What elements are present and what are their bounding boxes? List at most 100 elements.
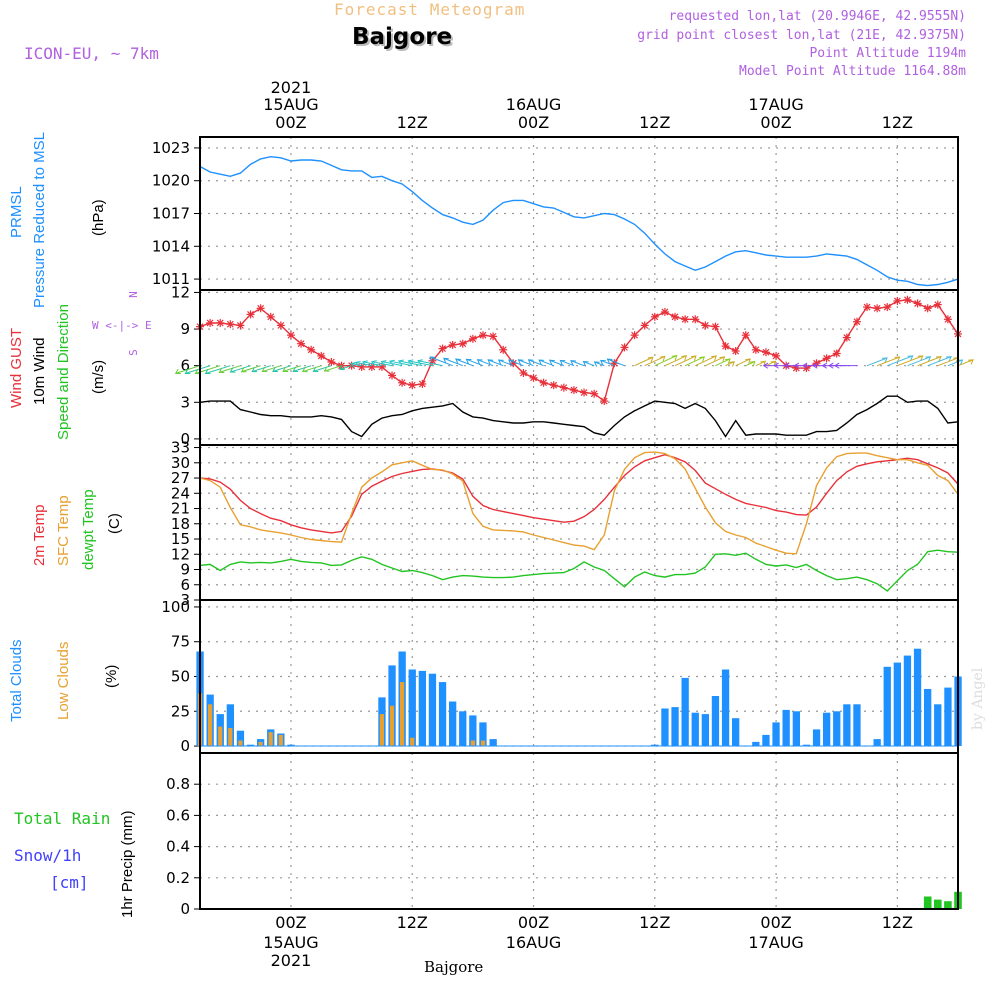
wind-arrow [549, 359, 565, 367]
wind-arrow-head [312, 366, 319, 372]
wind-arrow-head [559, 359, 566, 366]
gust-marker [529, 373, 538, 382]
cloud-bar [268, 732, 273, 746]
wind-arrow-head [194, 368, 201, 375]
gust-marker [711, 322, 720, 331]
gust-marker [933, 300, 942, 309]
gust-marker [600, 397, 609, 406]
y-tick-label: 0.8 [166, 775, 190, 793]
wind-arrow [252, 365, 271, 373]
y-tick-label: 24 [171, 484, 190, 502]
wind-arrow [600, 359, 615, 367]
bottom-hour-label: 12Z [397, 913, 428, 932]
wind-arrow-head [812, 362, 818, 369]
gust-marker [883, 303, 892, 312]
wind-arrow-head [388, 359, 395, 366]
y-tick-label: 6 [180, 576, 190, 594]
gust-marker [569, 386, 578, 395]
top-date-label: 15AUG [263, 95, 318, 114]
cloud-bar [379, 714, 384, 747]
wind-arrow-head [783, 362, 790, 369]
wind-arrow-head [729, 361, 735, 367]
gust-marker [832, 349, 841, 358]
wind-arrow-head [582, 361, 589, 367]
wind-arrow-head [917, 355, 924, 361]
gust-marker [772, 351, 781, 360]
series-line [199, 299, 959, 403]
wind-arrow-head [762, 362, 769, 369]
wind-arrow [339, 365, 352, 370]
wind-arrow-head [229, 367, 236, 373]
wind-arrow-head [647, 356, 654, 363]
gust-marker [761, 348, 770, 357]
wind-arrow-head [946, 356, 952, 362]
wind-arrow [293, 365, 312, 372]
wind-arrow-head [407, 359, 414, 366]
gust-marker [408, 381, 417, 390]
wind-arrow [487, 359, 504, 367]
wind-arrow-head [828, 362, 834, 369]
cloud-bar [721, 669, 730, 746]
gust-marker [317, 351, 326, 360]
wind-arrow-head [240, 367, 247, 373]
wind-arrow-head [659, 355, 666, 362]
series-line [199, 549, 959, 592]
wind-arrow-head [833, 362, 840, 369]
cloud-bar [400, 682, 405, 747]
gust-marker [630, 331, 639, 340]
wind-arrow [466, 358, 484, 367]
wind-arrow-head [907, 355, 914, 361]
wind-arrow-head [760, 360, 767, 367]
wind-arrow [230, 365, 251, 373]
compass-we: W <-|-> E [92, 319, 152, 332]
gust-marker [822, 354, 831, 363]
wind-arrow-head [801, 362, 808, 369]
gust-marker [297, 339, 306, 348]
gust-marker [681, 315, 690, 324]
y-tick-label: 18 [171, 515, 190, 533]
wind-arrow-head [599, 359, 606, 366]
wind-arrow-head [593, 361, 600, 367]
bottom-hour-label: 12Z [639, 913, 670, 932]
wind-arrow-head [354, 360, 361, 367]
y-tick-label: 0 [180, 900, 190, 918]
cloud-bar [208, 704, 213, 746]
cloud-bar [701, 714, 709, 747]
series-line [199, 453, 959, 534]
snow-label: Snow/1h [14, 846, 82, 865]
cloud-bar [389, 705, 395, 746]
wind-arrow-head [184, 368, 191, 375]
cloud-bar [812, 729, 821, 747]
gust-marker [731, 347, 740, 356]
wind-arrow [371, 361, 393, 367]
cloud-bar [218, 726, 223, 747]
gust-marker [620, 343, 629, 352]
y-tick-label: 3 [180, 393, 190, 411]
wind-arrow [866, 357, 888, 367]
wind-arrow [313, 365, 332, 372]
wind-arrow-head [570, 360, 576, 366]
wind-arrow-head [350, 362, 357, 368]
cloud-bar [883, 666, 891, 747]
top-hour-label: 00Z [518, 113, 549, 132]
y-tick-label: 30 [171, 454, 190, 472]
panel-frame [199, 752, 959, 910]
wind-arrow [917, 356, 942, 367]
cloud-bar [228, 728, 233, 747]
cloud-bar [873, 739, 881, 747]
wind-arrow [455, 358, 474, 367]
top-hour-label: 00Z [275, 113, 306, 132]
wind-arrow [735, 358, 751, 367]
wind-arrow [583, 361, 595, 367]
cloud-bar [934, 704, 942, 746]
wind-arrow-head [487, 359, 494, 365]
cloud-bar [258, 741, 263, 747]
gust-marker [650, 312, 659, 321]
cloud-bar [408, 669, 416, 746]
y-tick-label: 12 [171, 283, 190, 301]
cloud-bar [833, 711, 841, 747]
cloud-bar [782, 709, 790, 747]
panel-frame [199, 444, 959, 601]
gridpoint-coords: grid point closest lon,lat (21E, 42.9375… [637, 28, 966, 43]
